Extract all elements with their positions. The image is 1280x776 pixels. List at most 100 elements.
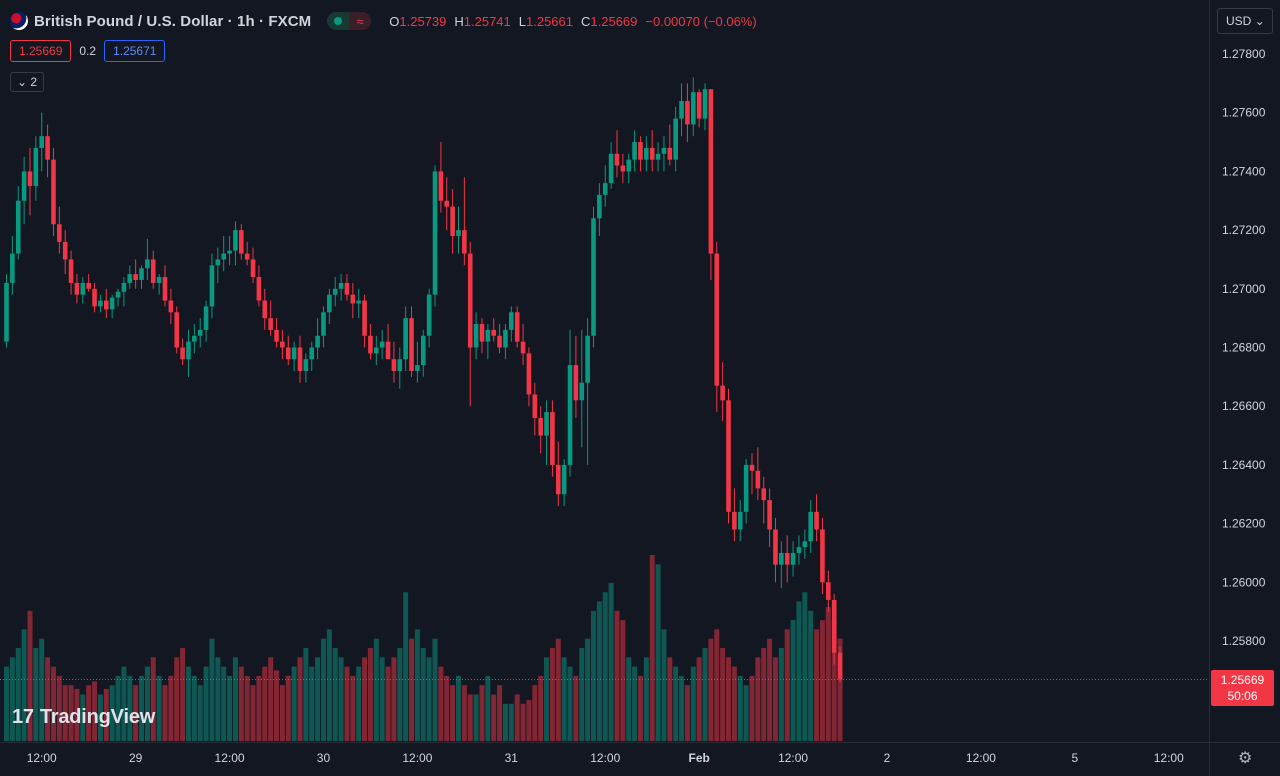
data-delay-icon: ≈ xyxy=(349,12,372,30)
candle-body xyxy=(121,282,127,292)
logo-text: TradingView xyxy=(39,706,156,728)
volume-bar xyxy=(338,657,344,741)
candle-body xyxy=(397,359,403,371)
sell-button[interactable]: 1.25669 xyxy=(10,40,72,62)
volume-bar xyxy=(485,675,491,741)
x-tick-label: 12:00 xyxy=(778,751,808,765)
gbpusd-flag-icon xyxy=(10,12,28,30)
volume-bar xyxy=(461,685,467,741)
candle-body xyxy=(250,259,256,278)
close-value: 1.25669 xyxy=(590,13,638,29)
volume-bar xyxy=(21,629,27,741)
buy-button[interactable]: 1.25671 xyxy=(104,40,166,62)
candle-body xyxy=(45,136,50,160)
volume-bar xyxy=(819,620,825,741)
market-status[interactable]: ≈ xyxy=(327,12,372,30)
volume-bar xyxy=(679,675,685,741)
candle-body xyxy=(221,253,226,260)
candle-body xyxy=(133,274,138,280)
volume-bar xyxy=(279,685,285,741)
candle-body xyxy=(826,582,831,600)
candle-body xyxy=(696,92,702,119)
currency-button[interactable]: USD ⌄ xyxy=(1217,8,1273,34)
candle-body xyxy=(503,329,508,348)
x-tick-label: 30 xyxy=(317,751,331,765)
volume-bar xyxy=(667,657,673,741)
volume-bar xyxy=(209,638,215,741)
volume-bar xyxy=(15,648,21,741)
candle-body xyxy=(15,200,21,254)
volume-bar xyxy=(649,555,655,741)
volume-bar xyxy=(115,675,121,741)
candle-body xyxy=(162,277,168,301)
volume-bar xyxy=(268,657,274,741)
candle-body xyxy=(403,318,408,360)
candle-body xyxy=(385,341,391,360)
volume-bar xyxy=(585,638,591,741)
x-tick-label: 2 xyxy=(884,751,891,765)
volume-bar xyxy=(614,610,620,741)
volume-bar xyxy=(737,675,743,741)
candle-body xyxy=(350,294,356,304)
candle-body xyxy=(233,230,238,251)
volume-bar xyxy=(450,685,456,741)
candle-body xyxy=(626,159,632,172)
settings-icon[interactable]: ⚙ xyxy=(1238,750,1253,767)
volume-bar xyxy=(755,657,761,741)
x-tick-label: 12:00 xyxy=(27,751,57,765)
candle-body xyxy=(591,218,596,336)
volume-bar xyxy=(92,681,98,741)
candle-body xyxy=(332,288,338,295)
candle-body xyxy=(244,253,250,260)
candle-body xyxy=(203,306,209,330)
volume-bar xyxy=(808,610,814,741)
candle-body xyxy=(649,147,655,160)
symbol-title[interactable]: British Pound / U.S. Dollar · 1h · FXCM xyxy=(34,12,312,30)
candle-body xyxy=(450,206,455,236)
candle-body xyxy=(256,277,262,301)
volume-bar xyxy=(150,657,156,741)
x-tick-label: 31 xyxy=(505,751,519,765)
candle-body xyxy=(338,282,344,289)
candle-body xyxy=(262,300,268,319)
candle-body xyxy=(415,365,420,371)
candle-body xyxy=(685,100,690,125)
volume-bar xyxy=(256,675,262,741)
candle-body xyxy=(168,300,174,313)
candle-body xyxy=(720,385,725,401)
volume-bar xyxy=(4,666,9,741)
candle-body xyxy=(315,335,320,348)
volume-bar xyxy=(491,694,497,741)
candle-body xyxy=(526,353,532,395)
volume-bar xyxy=(379,657,385,741)
candle-body xyxy=(837,652,843,680)
indicators-toggle-button[interactable]: ⌄ 2 xyxy=(10,72,45,92)
candle-body xyxy=(773,529,778,565)
volume-bar xyxy=(203,666,209,741)
volume-bar xyxy=(56,675,62,741)
candle-body xyxy=(139,268,144,280)
volume-bar xyxy=(80,694,86,741)
candle-body xyxy=(784,552,790,565)
volume-bar xyxy=(637,675,643,741)
volume-bar xyxy=(362,657,368,741)
volume-bar xyxy=(326,629,332,741)
volume-bar xyxy=(144,666,150,741)
candle-body xyxy=(150,259,156,283)
candle-body xyxy=(391,359,397,371)
volume-bar xyxy=(303,648,309,741)
volume-bar xyxy=(373,638,379,741)
volume-bar xyxy=(414,629,420,741)
tradingview-logo[interactable]: 17 TradingView xyxy=(12,706,155,729)
volume-bar xyxy=(620,620,626,741)
volume-bar xyxy=(837,638,843,741)
volume-bar xyxy=(162,685,168,741)
volume-bar xyxy=(297,657,303,741)
market-open-icon xyxy=(327,12,350,30)
y-tick-label: 1.26000 xyxy=(1222,575,1266,589)
y-tick-label: 1.25800 xyxy=(1222,634,1266,648)
candle-body xyxy=(10,253,15,283)
low-value: 1.25661 xyxy=(526,13,573,29)
trade-panel: 1.25669 0.2 1.25671 xyxy=(10,40,166,62)
